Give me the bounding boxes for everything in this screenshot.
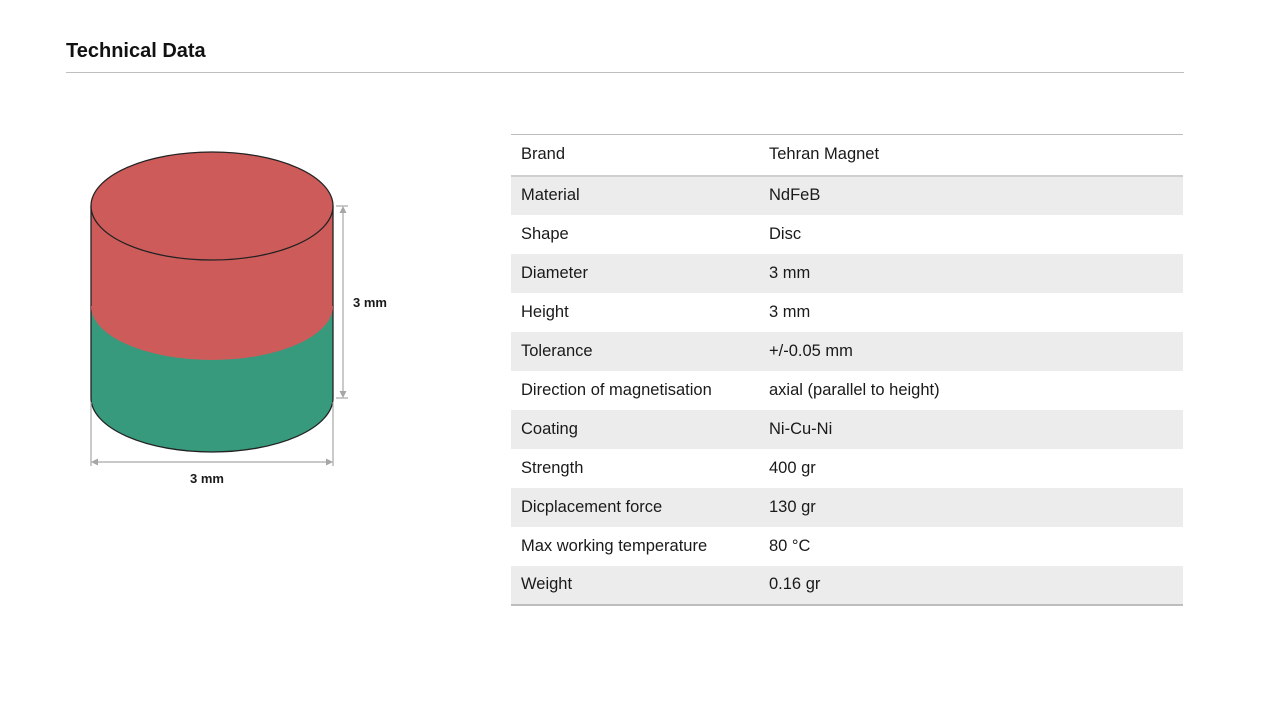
table-row: Strength 400 gr <box>511 449 1183 488</box>
table-row: Tolerance +/-0.05 mm <box>511 331 1183 371</box>
table-row: Material NdFeB <box>511 175 1183 215</box>
spec-value: Disc <box>769 224 802 243</box>
spec-name: Weight <box>521 575 573 593</box>
spec-name: Material <box>521 186 580 204</box>
spec-value: 3 mm <box>769 263 811 282</box>
diameter-label: 3 mm <box>190 471 224 486</box>
title-divider <box>66 72 1184 73</box>
table-row: Weight 0.16 gr <box>511 565 1183 605</box>
diameter-dimension <box>90 402 334 466</box>
table-row: Height 3 mm <box>511 293 1183 332</box>
table-row: Brand Tehran Magnet <box>511 134 1183 177</box>
spec-name: Direction of magnetisation <box>521 380 712 399</box>
table-row: Diameter 3 mm <box>511 253 1183 293</box>
spec-name: Coating <box>521 419 578 438</box>
magnet-diagram: 3 mm 3 mm <box>60 140 420 500</box>
spec-name: Dicplacement force <box>521 497 663 516</box>
table-row: Direction of magnetisation axial (paralle… <box>511 371 1183 410</box>
magnet-drawing: 3 mm 3 mm <box>90 151 387 486</box>
technical-data-table: Brand Tehran Magnet Material NdFeB Shape Disc… <box>511 134 1183 606</box>
spec-value: 0.16 gr <box>769 575 821 593</box>
table-row: Max working temperature 80 °C <box>511 527 1183 566</box>
spec-value: Tehran Magnet <box>759 134 1183 177</box>
height-label: 3 mm <box>353 295 387 310</box>
spec-name: Brand <box>511 134 759 177</box>
spec-value: axial (parallel to height) <box>769 380 940 399</box>
technical-data-body: Brand Tehran Magnet Material NdFeB Shape Disc… <box>511 134 1183 605</box>
spec-name: Height <box>521 302 569 321</box>
page-title: Technical Data <box>66 40 206 62</box>
spec-name: Strength <box>521 458 584 477</box>
magnet-top-face <box>90 151 334 261</box>
spec-value: 130 gr <box>769 497 816 516</box>
table-row: Dicplacement force 130 gr <box>511 487 1183 527</box>
spec-value: 80 °C <box>769 536 811 555</box>
table-row: Shape Disc <box>511 215 1183 254</box>
table-row: Coating Ni-Cu-Ni <box>511 409 1183 449</box>
spec-name: Max working temperature <box>521 536 708 555</box>
spec-value: +/-0.05 mm <box>769 341 853 360</box>
height-dimension <box>336 205 348 399</box>
spec-value: 400 gr <box>769 458 816 477</box>
spec-name: Shape <box>521 224 569 243</box>
spec-value: NdFeB <box>769 186 821 204</box>
spec-name: Diameter <box>521 263 588 282</box>
spec-value: 3 mm <box>769 302 811 321</box>
spec-value: Ni-Cu-Ni <box>769 419 833 438</box>
spec-name: Tolerance <box>521 341 593 360</box>
